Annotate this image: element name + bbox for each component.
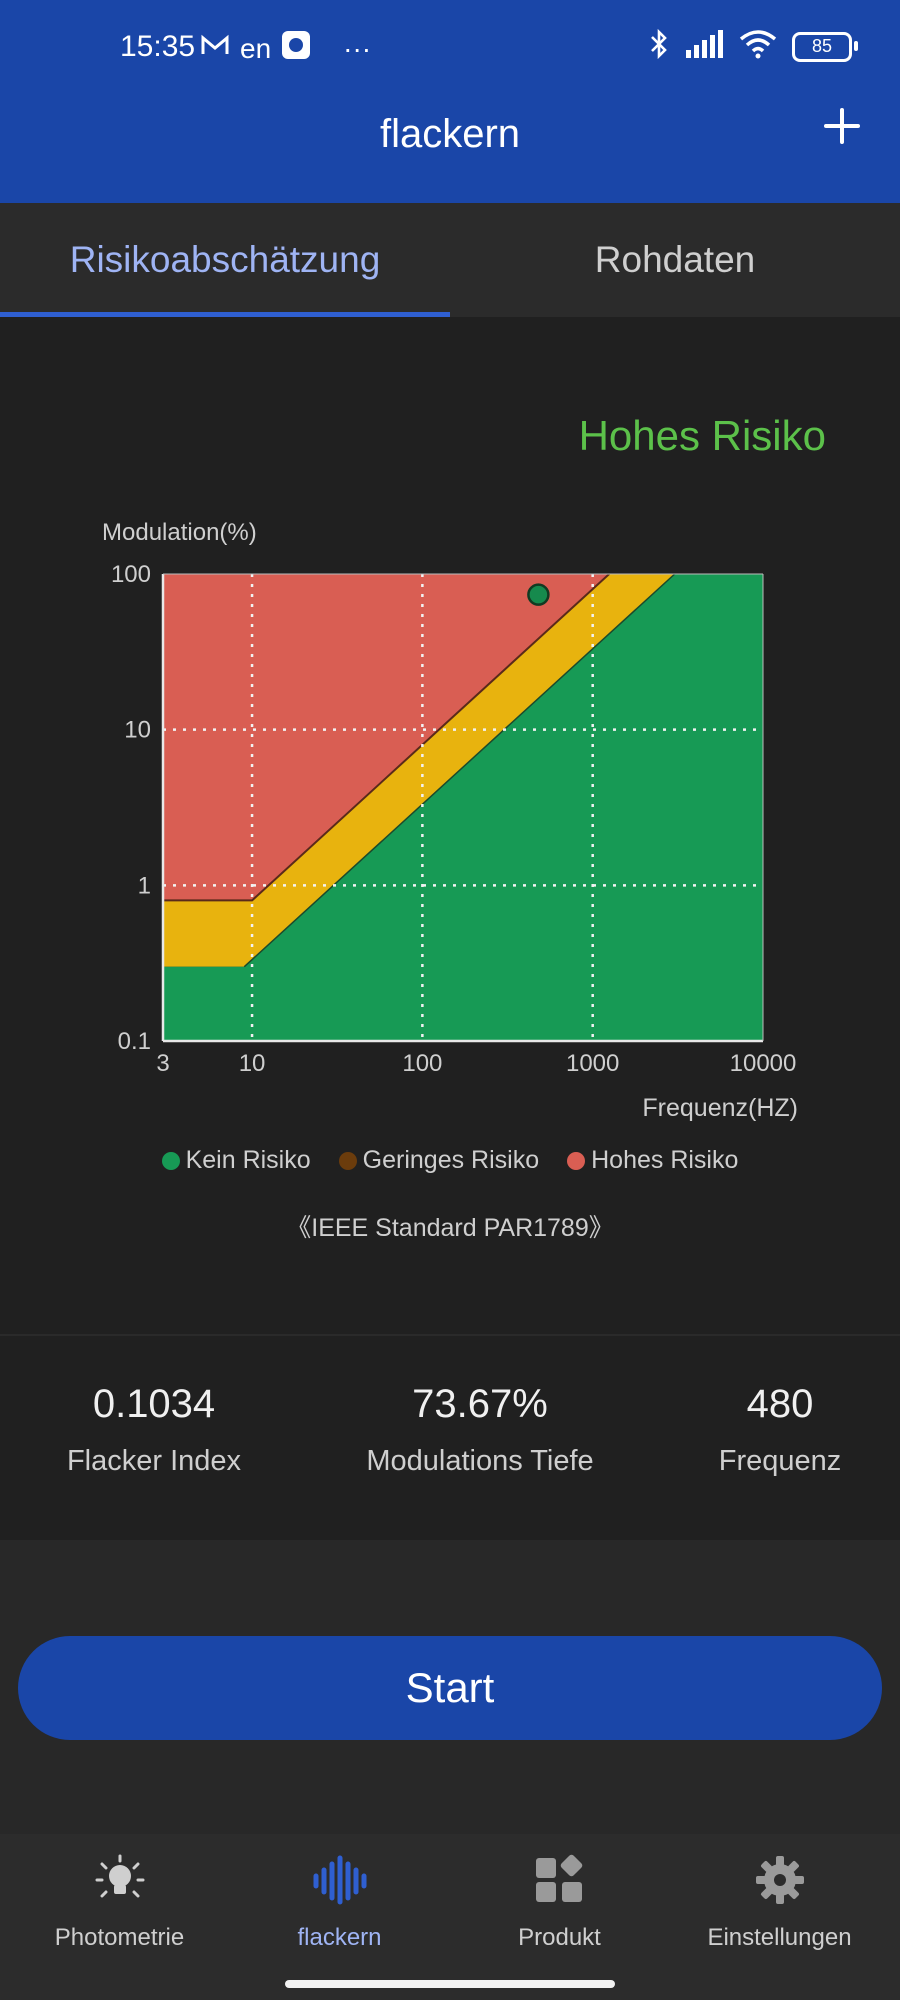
more-notifications: ··· <box>343 32 372 64</box>
x-tick-label: 10 <box>239 1050 266 1077</box>
x-tick-label: 3 <box>156 1050 169 1077</box>
active-tab-indicator <box>0 312 450 317</box>
battery-icon: 85 <box>792 31 858 62</box>
measurement-point <box>527 583 550 606</box>
grid-icon <box>532 1852 588 1908</box>
language-indicator: en <box>240 32 272 64</box>
stat-flicker-index: 0.1034 Flacker Index <box>34 1382 274 1478</box>
standard-reference: 《IEEE Standard PAR1789》 <box>286 1214 614 1242</box>
home-indicator <box>285 1980 615 1988</box>
page-title: flackern <box>379 112 521 156</box>
stat-value: 73.67% <box>412 1382 548 1426</box>
nav-label: Einstellungen <box>707 1924 852 1951</box>
y-axis-label: Modulation(%) <box>102 519 257 546</box>
bottom-navigation: Photometrie flackern Produkt <box>0 1834 900 2000</box>
legend-item-no-risk: Kein Risiko <box>161 1146 311 1175</box>
low-risk-boundary-line <box>243 573 676 968</box>
risk-result-label: Hohes Risiko <box>578 412 826 459</box>
tab-raw-data[interactable]: Rohdaten <box>594 239 756 280</box>
y-tick-label: 10 <box>124 717 151 744</box>
high-risk-region <box>163 574 610 901</box>
y-tick-label: 0.1 <box>118 1028 151 1055</box>
y-tick-label: 1 <box>138 872 151 899</box>
nav-label: flackern <box>297 1924 382 1951</box>
x-axis-label: Frequenz(HZ) <box>642 1094 798 1122</box>
stat-modulation-depth: 73.67% Modulations Tiefe <box>330 1382 630 1478</box>
stat-value: 0.1034 <box>92 1382 216 1426</box>
nav-item-photometrie[interactable]: Photometrie <box>7 1852 232 1952</box>
gear-icon <box>752 1852 808 1908</box>
legend-dot-no-risk <box>161 1151 180 1170</box>
status-notification-icons: en ··· <box>200 30 371 67</box>
status-time: 15:35 <box>120 30 196 63</box>
status-system-icons: 85 <box>648 28 858 65</box>
camera-app-icon <box>281 30 311 67</box>
chart-axes <box>161 573 764 1043</box>
y-tick-label: 100 <box>111 561 151 588</box>
tab-bar: Risikoabschätzung Rohdaten <box>0 203 900 317</box>
nav-item-flackern[interactable]: flackern <box>227 1852 452 1952</box>
nav-label: Photometrie <box>54 1924 185 1951</box>
legend-item-low-risk: Geringes Risiko <box>338 1146 540 1175</box>
chart-grid <box>163 574 763 1041</box>
stat-label: Frequenz <box>718 1445 842 1477</box>
chart-legend: Kein Risiko Geringes Risiko Hohes Risiko <box>0 1146 900 1175</box>
legend-label: Kein Risiko <box>185 1146 311 1174</box>
nav-item-produkt[interactable]: Produkt <box>447 1852 672 1952</box>
x-tick-label: 10000 <box>730 1050 797 1077</box>
mail-icon <box>200 33 230 65</box>
add-button[interactable] <box>820 104 864 148</box>
x-tick-label: 1000 <box>566 1050 619 1077</box>
stat-frequency: 480 Frequenz <box>690 1382 870 1478</box>
legend-label: Hohes Risiko <box>591 1146 739 1174</box>
measurement-stats: 0.1034 Flacker Index 73.67% Modulations … <box>0 1336 900 1540</box>
stat-label: Modulations Tiefe <box>366 1445 594 1477</box>
low-risk-region <box>163 574 675 967</box>
nav-item-einstellungen[interactable]: Einstellungen <box>667 1852 892 1952</box>
plus-icon <box>824 108 860 144</box>
bulb-icon <box>92 1852 148 1908</box>
tab-risk-assessment[interactable]: Risikoabschätzung <box>69 239 381 280</box>
legend-dot-high-risk <box>567 1151 586 1170</box>
legend-item-high-risk: Hohes Risiko <box>567 1146 738 1175</box>
signal-icon <box>684 30 724 63</box>
legend-label: Geringes Risiko <box>362 1146 540 1174</box>
y-tick-labels: 100 10 1 0.1 <box>111 561 151 1055</box>
legend-dot-low-risk <box>338 1151 357 1170</box>
start-button[interactable]: Start <box>18 1636 882 1740</box>
flicker-risk-chart: Modulation(%) Frequenz(HZ) 3 10 100 1000 100… <box>102 519 798 1122</box>
bluetooth-icon <box>648 28 670 65</box>
high-risk-boundary-line <box>163 573 610 902</box>
x-tick-label: 100 <box>402 1050 442 1077</box>
section-divider <box>0 1334 900 1336</box>
wifi-icon <box>738 29 778 64</box>
x-tick-labels: 3 10 100 1000 10000 <box>156 1050 796 1077</box>
no-risk-region <box>163 574 763 1041</box>
waveform-icon <box>312 1852 368 1908</box>
battery-level: 85 <box>811 36 833 56</box>
stat-value: 480 <box>746 1382 814 1426</box>
nav-label: Produkt <box>518 1924 601 1951</box>
stat-label: Flacker Index <box>66 1445 242 1477</box>
